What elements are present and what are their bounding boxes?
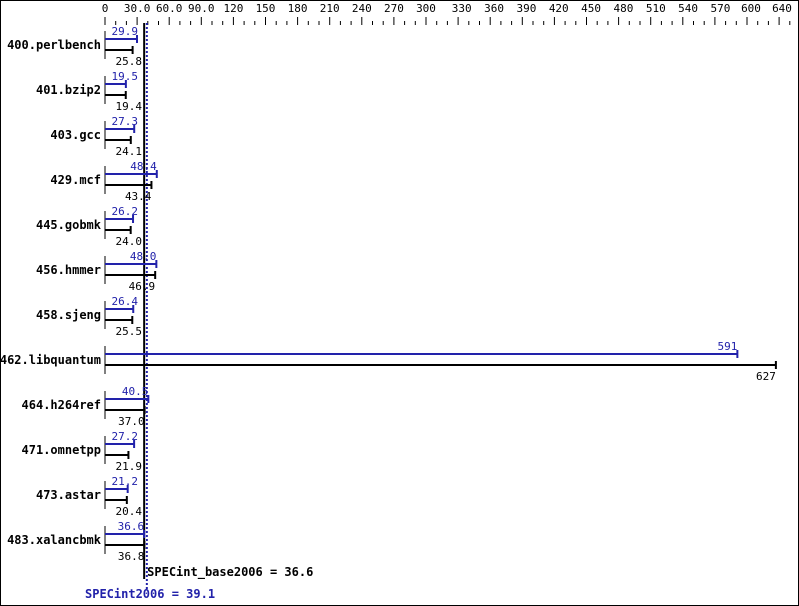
x-tick-label: 30.0 — [124, 2, 151, 15]
peak-value-label: 36.6 — [118, 520, 145, 533]
benchmark-label: 401.bzip2 — [36, 83, 101, 97]
x-tick-label: 570 — [711, 2, 731, 15]
x-tick-label: 210 — [320, 2, 340, 15]
base-value-label: 24.0 — [116, 235, 143, 248]
x-tick-label: 180 — [288, 2, 308, 15]
x-tick-label: 150 — [256, 2, 276, 15]
x-tick-label: 300 — [416, 2, 436, 15]
x-tick-label: 420 — [549, 2, 569, 15]
peak-value-label: 19.5 — [112, 70, 139, 83]
benchmark-label: 400.perlbench — [7, 38, 101, 52]
peak-value-label: 48.4 — [130, 160, 157, 173]
x-tick-label: 450 — [581, 2, 601, 15]
x-tick-label: 540 — [678, 2, 698, 15]
base-value-label: 36.8 — [118, 550, 145, 563]
x-tick-label: 600 — [741, 2, 761, 15]
x-tick-label: 360 — [484, 2, 504, 15]
base-value-label: 25.8 — [116, 55, 143, 68]
base-value-label: 37.0 — [118, 415, 145, 428]
x-tick-label: 510 — [646, 2, 666, 15]
benchmark-label: 458.sjeng — [36, 308, 101, 322]
base-reference-label: SPECint_base2006 = 36.6 — [147, 565, 313, 580]
peak-value-label: 26.2 — [112, 205, 139, 218]
benchmark-label: 445.gobmk — [36, 218, 102, 232]
peak-value-label: 29.9 — [112, 25, 139, 38]
x-tick-label: 90.0 — [188, 2, 215, 15]
benchmark-label: 473.astar — [36, 488, 101, 502]
x-tick-label: 480 — [614, 2, 634, 15]
base-value-label: 19.4 — [116, 100, 143, 113]
benchmark-label: 403.gcc — [50, 128, 101, 142]
base-value-label: 43.4 — [125, 190, 152, 203]
peak-value-label: 40.5 — [122, 385, 149, 398]
peak-value-label: 27.3 — [112, 115, 139, 128]
x-tick-label: 120 — [223, 2, 243, 15]
benchmark-label: 456.hmmer — [36, 263, 101, 277]
x-tick-label: 240 — [352, 2, 372, 15]
peak-value-label: 27.2 — [112, 430, 139, 443]
base-value-label: 24.1 — [116, 145, 143, 158]
base-value-label: 627 — [756, 370, 776, 383]
benchmark-label: 471.omnetpp — [22, 443, 101, 457]
x-tick-label: 0 — [102, 2, 109, 15]
benchmark-label: 462.libquantum — [1, 353, 101, 367]
peak-value-label: 591 — [717, 340, 737, 353]
x-tick-label: 640 — [772, 2, 792, 15]
peak-value-label: 48.0 — [130, 250, 157, 263]
x-tick-label: 60.0 — [156, 2, 183, 15]
x-tick-label: 270 — [384, 2, 404, 15]
base-value-label: 46.9 — [129, 280, 156, 293]
peak-value-label: 21.2 — [112, 475, 139, 488]
peak-value-label: 26.4 — [112, 295, 139, 308]
x-tick-label: 330 — [452, 2, 472, 15]
x-tick-label: 390 — [516, 2, 536, 15]
benchmark-label: 464.h264ref — [22, 398, 101, 412]
peak-reference-label: SPECint2006 = 39.1 — [85, 587, 215, 601]
base-value-label: 25.5 — [116, 325, 143, 338]
base-value-label: 21.9 — [116, 460, 143, 473]
benchmark-label: 483.xalancbmk — [7, 533, 102, 547]
benchmark-label: 429.mcf — [50, 173, 101, 187]
base-value-label: 20.4 — [116, 505, 143, 518]
